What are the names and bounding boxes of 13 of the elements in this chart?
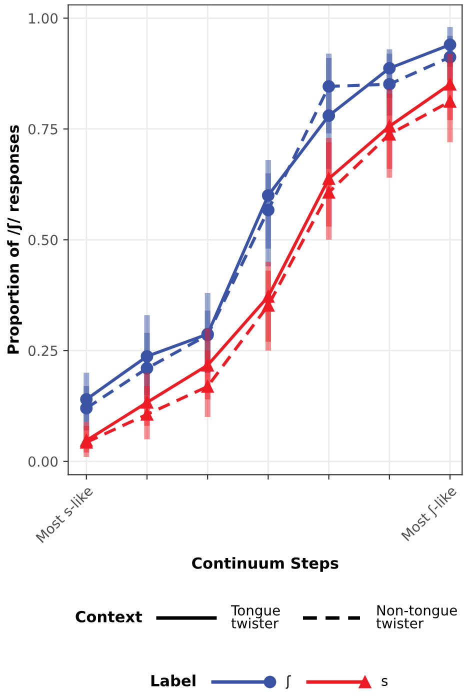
legend-label: ʃ xyxy=(286,675,291,689)
y-tick-label: 0.75 xyxy=(28,124,58,134)
y-tick-label: 1.00 xyxy=(29,13,58,24)
y-tick-label: 0.25 xyxy=(28,346,58,356)
text: Tongue twister xyxy=(230,605,280,628)
x-axis-title: Continuum Steps xyxy=(192,557,338,572)
y-tick-label: 0.50 xyxy=(28,234,58,246)
legend-title: Label xyxy=(151,674,196,686)
legend-label: s xyxy=(382,678,388,686)
y-axis-title: Proportion of /ʃ/ responses xyxy=(7,125,22,354)
text: Non-tongue twister xyxy=(376,605,457,628)
text: Context xyxy=(76,610,142,622)
y-tick-label: 0.00 xyxy=(28,456,58,467)
